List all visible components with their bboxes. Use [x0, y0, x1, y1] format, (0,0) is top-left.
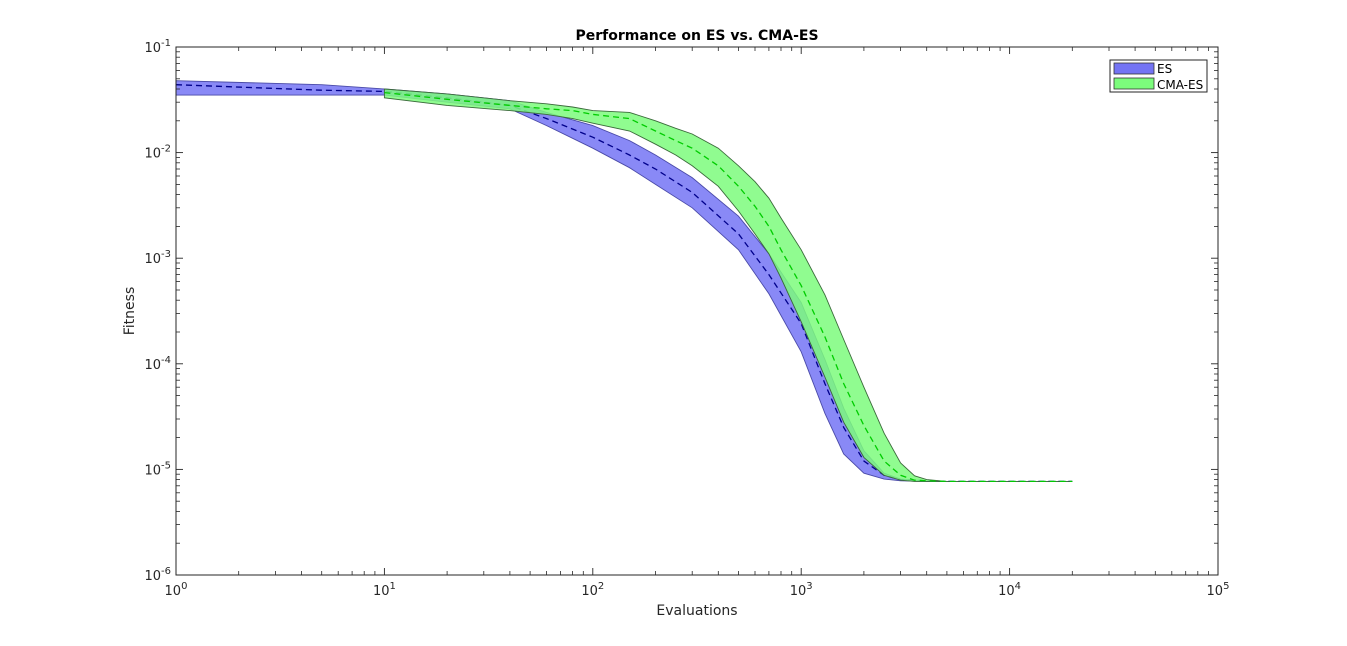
legend: ES CMA-ES — [1109, 59, 1208, 93]
y-tick-label: 10-6 — [144, 566, 171, 584]
y-tick-label: 10-1 — [144, 38, 171, 56]
x-tick-label: 102 — [581, 581, 604, 599]
x-tick-label: 103 — [790, 581, 813, 599]
x-tick-label: 104 — [998, 581, 1021, 599]
x-tick-label: 101 — [373, 581, 396, 599]
y-tick-label: 10-3 — [144, 249, 171, 267]
mean-line-cma-es — [384, 91, 1073, 483]
legend-label-cma-es: CMA-ES — [1157, 78, 1203, 92]
legend-swatch-cma-es — [1113, 77, 1155, 90]
y-tick-label: 10-2 — [144, 144, 171, 162]
x-axis-title: Evaluations — [656, 603, 737, 619]
axes-box — [175, 46, 1219, 576]
x-tick-label: 105 — [1207, 581, 1230, 599]
y-tick-label: 10-5 — [144, 460, 171, 478]
x-tick-label: 100 — [165, 581, 188, 599]
y-axis-title: Fitness — [122, 287, 138, 336]
axis-tick-labels: 100 101 102 103 104 105 10-1 10-2 10-3 10-4 10-5 10… — [144, 38, 1229, 599]
legend-swatch-es — [1113, 62, 1155, 75]
legend-label-es: ES — [1157, 62, 1172, 76]
y-tick-label: 10-4 — [144, 355, 171, 373]
plot-area — [175, 80, 1073, 483]
chart-title: Performance on ES vs. CMA-ES — [575, 28, 818, 44]
axis-ticks — [175, 46, 1219, 576]
